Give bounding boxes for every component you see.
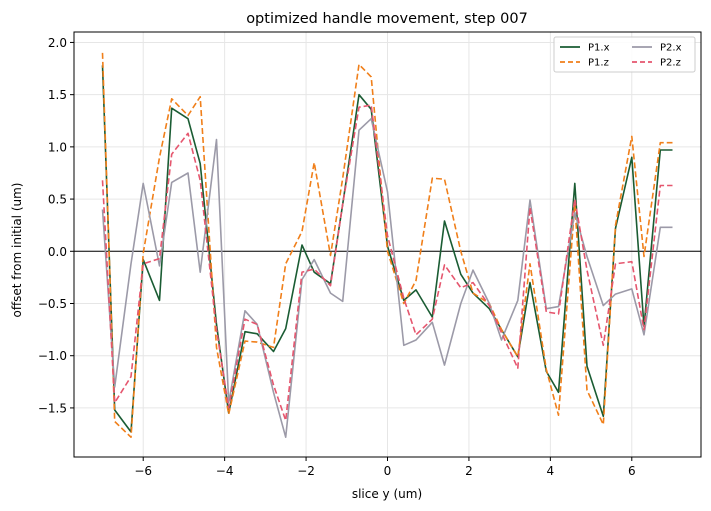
series-line-p1-z bbox=[101, 52, 673, 439]
legend-label: P2.z bbox=[660, 58, 681, 69]
legend-label: P1.z bbox=[588, 58, 609, 69]
y-tick-label: −1.5 bbox=[38, 401, 67, 415]
y-tick-label: 1.5 bbox=[48, 88, 67, 102]
x-tick-label: −6 bbox=[134, 464, 152, 478]
y-tick-label: −0.5 bbox=[38, 297, 67, 311]
x-axis-title: slice y (um) bbox=[352, 487, 422, 501]
y-tick-label: 0.0 bbox=[48, 245, 67, 259]
x-tick-label: −2 bbox=[297, 464, 315, 478]
y-axis-title: offset from initial (um) bbox=[10, 183, 24, 318]
series-line-p2-z bbox=[101, 104, 673, 422]
x-tick-label: 0 bbox=[384, 464, 392, 478]
legend: P1.x P1.z P2.x P2.z bbox=[553, 36, 696, 73]
legend-box bbox=[553, 36, 696, 73]
legend-label: P1.x bbox=[588, 43, 610, 54]
x-tick-label: 2 bbox=[465, 464, 473, 478]
x-tick-label: 6 bbox=[628, 464, 636, 478]
y-tick-label: 0.5 bbox=[48, 193, 67, 207]
x-axis-ticks: −6 −4 −2 0 2 4 6 bbox=[134, 457, 636, 478]
chart-title: optimized handle movement, step 007 bbox=[246, 11, 528, 27]
y-tick-label: 2.0 bbox=[48, 36, 67, 50]
x-tick-label: −4 bbox=[216, 464, 234, 478]
x-tick-label: 4 bbox=[547, 464, 555, 478]
y-axis-ticks: −1.5 −1.0 −0.5 0.0 0.5 1.0 1.5 2.0 bbox=[38, 36, 74, 415]
y-tick-label: −1.0 bbox=[38, 349, 67, 363]
series-lines bbox=[101, 52, 673, 439]
y-tick-label: 1.0 bbox=[48, 140, 67, 154]
legend-label: P2.x bbox=[660, 43, 682, 54]
